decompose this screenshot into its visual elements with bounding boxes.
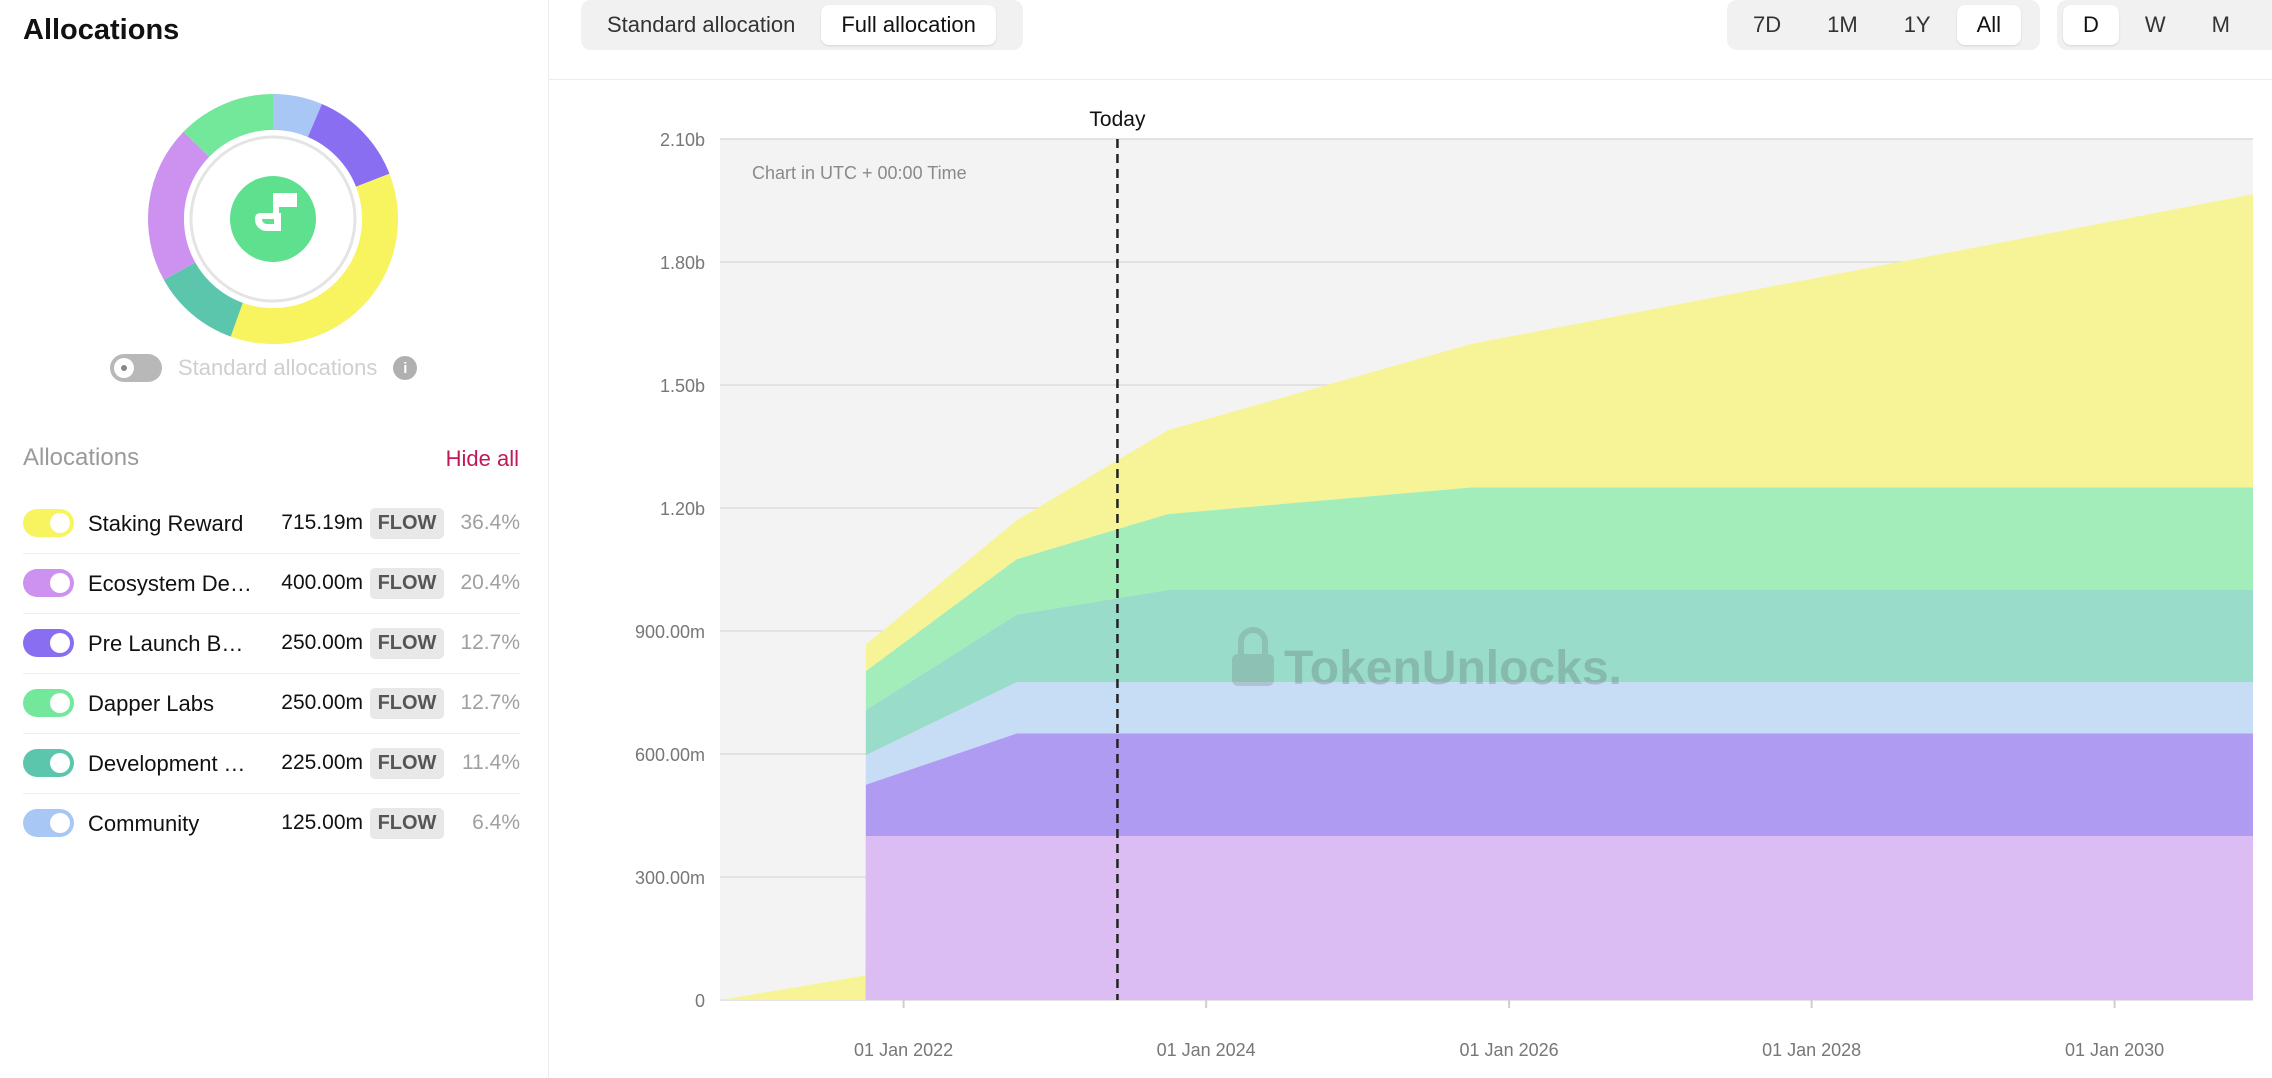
area-series-community bbox=[720, 682, 2253, 1000]
allocation-percent: 11.4% bbox=[462, 751, 520, 774]
y-tick-label: 1.50b bbox=[660, 376, 705, 396]
standard-allocations-toggle[interactable] bbox=[110, 354, 162, 382]
x-tick-label: 01 Jan 2022 bbox=[854, 1040, 953, 1060]
allocation-percent: 12.7% bbox=[460, 691, 520, 714]
hide-all-button[interactable]: Hide all bbox=[445, 446, 519, 471]
range-tab-1y[interactable]: 1Y bbox=[1903, 12, 1931, 37]
range-tab-1m[interactable]: 1M bbox=[1827, 12, 1858, 37]
allocation-toggle[interactable] bbox=[23, 689, 74, 717]
toolbar-divider bbox=[549, 79, 2272, 80]
range-tab-all[interactable]: All bbox=[1956, 5, 2022, 45]
sidebar-title: Allocations bbox=[23, 14, 180, 46]
allocation-donut-chart bbox=[148, 94, 398, 344]
allocation-toggle[interactable] bbox=[23, 569, 74, 597]
token-badge: FLOW bbox=[370, 508, 444, 539]
allocation-amount: 250.00m bbox=[281, 631, 363, 654]
allocation-toggle[interactable] bbox=[23, 509, 74, 537]
allocation-row-pre-launch-backers: Pre Launch Backers 250.00m FLOW 12.7% bbox=[23, 614, 520, 674]
allocation-row-development-team: Development Team 225.00m FLOW 11.4% bbox=[23, 734, 520, 794]
info-icon[interactable]: i bbox=[393, 356, 418, 380]
allocation-amount: 125.00m bbox=[281, 811, 363, 834]
token-badge: FLOW bbox=[370, 748, 444, 779]
allocation-name: Community bbox=[88, 811, 200, 836]
allocation-name: Ecosystem Development bbox=[88, 571, 253, 596]
x-tick-label: 01 Jan 2028 bbox=[1762, 1040, 1861, 1060]
allocations-list-header: Allocations bbox=[23, 444, 140, 471]
donut-slice-ecosystem-development bbox=[148, 131, 210, 280]
allocation-amount: 250.00m bbox=[281, 691, 363, 714]
x-tick-label: 01 Jan 2026 bbox=[1460, 1040, 1559, 1060]
allocation-percent: 12.7% bbox=[460, 631, 520, 654]
standard-allocations-toggle-row: Standard allocations i bbox=[110, 350, 418, 386]
allocation-row-dapper-labs: Dapper Labs 250.00m FLOW 12.7% bbox=[23, 674, 520, 734]
watermark-text: TokenUnlocks. bbox=[1284, 642, 1622, 695]
tab-standard-allocation[interactable]: Standard allocation bbox=[607, 12, 796, 37]
donut-slice-staking-reward bbox=[230, 173, 398, 344]
flow-logo-icon bbox=[230, 176, 316, 262]
allocation-row-ecosystem-development: Ecosystem Development 400.00m FLOW 20.4% bbox=[23, 554, 520, 614]
allocation-name: Development Team bbox=[88, 751, 253, 776]
range-tab-7d[interactable]: 7D bbox=[1753, 12, 1782, 37]
allocation-amount: 715.19m bbox=[281, 511, 363, 534]
token-badge: FLOW bbox=[370, 628, 444, 659]
granularity-tab-d[interactable]: D bbox=[2063, 5, 2119, 45]
allocation-name: Dapper Labs bbox=[88, 691, 214, 716]
donut-slice-community bbox=[273, 94, 322, 138]
donut-slice-dapper-labs bbox=[183, 94, 273, 157]
allocation-type-tabs: Standard allocation Full allocation bbox=[581, 0, 1023, 50]
y-tick-label: 2.10b bbox=[660, 130, 705, 150]
token-badge: FLOW bbox=[370, 688, 444, 719]
y-tick-label: 600.00m bbox=[635, 745, 705, 765]
allocation-row-community: Community 125.00m FLOW 6.4% bbox=[23, 794, 520, 853]
allocation-amount: 225.00m bbox=[281, 751, 363, 774]
token-badge: FLOW bbox=[370, 808, 444, 839]
donut-slice-pre-launch-backers bbox=[307, 103, 390, 187]
area-series-staking-reward bbox=[720, 194, 2253, 1000]
time-range-tabs: 7D 1M 1Y All bbox=[1727, 0, 2040, 50]
granularity-tab-w[interactable]: W bbox=[2144, 12, 2166, 37]
allocation-name: Staking Reward bbox=[88, 511, 244, 536]
granularity-tab-m[interactable]: M bbox=[2211, 12, 2230, 37]
standard-allocations-label: Standard allocations bbox=[178, 355, 378, 380]
y-tick-label: 0 bbox=[695, 991, 705, 1011]
x-tick-label: 01 Jan 2030 bbox=[2065, 1040, 2164, 1060]
token-badge: FLOW bbox=[370, 568, 444, 599]
allocation-percent: 36.4% bbox=[460, 511, 520, 534]
y-tick-label: 900.00m bbox=[635, 622, 705, 642]
area-series-development-team bbox=[720, 590, 2253, 1000]
allocation-toggle[interactable] bbox=[23, 629, 74, 657]
tab-full-allocation[interactable]: Full allocation bbox=[821, 5, 996, 45]
allocation-toggle[interactable] bbox=[23, 809, 74, 837]
timezone-note: Chart in UTC + 00:00 Time bbox=[752, 163, 967, 183]
donut-inner-ring bbox=[189, 135, 357, 303]
watermark: TokenUnlocks. bbox=[1232, 627, 1622, 695]
allocation-name: Pre Launch Backers bbox=[88, 631, 253, 656]
area-series-pre-launch-backers bbox=[720, 733, 2253, 1000]
x-tick-label: 01 Jan 2024 bbox=[1157, 1040, 1256, 1060]
y-tick-label: 1.20b bbox=[660, 499, 705, 519]
allocation-percent: 6.4% bbox=[472, 811, 520, 834]
today-marker-label: Today bbox=[1089, 108, 1146, 131]
y-tick-label: 1.80b bbox=[660, 253, 705, 273]
allocation-toggle[interactable] bbox=[23, 749, 74, 777]
allocation-amount: 400.00m bbox=[281, 571, 363, 594]
unlock-schedule-chart: 0 300.00m 600.00m 900.00m 1.20b 1.50b 1.80b 2.1… bbox=[635, 108, 2253, 1060]
y-tick-label: 300.00m bbox=[635, 868, 705, 888]
allocation-percent: 20.4% bbox=[460, 571, 520, 594]
allocations-sidebar: Allocations Standard allocations i Alloc… bbox=[0, 0, 549, 1078]
allocation-row-staking-reward: Staking Reward 715.19m FLOW 36.4% bbox=[23, 494, 520, 554]
donut-slice-development-team bbox=[163, 262, 243, 337]
allocations-list: Staking Reward 715.19m FLOW 36.4% Ecosystem … bbox=[23, 494, 520, 853]
area-series-ecosystem-development bbox=[720, 836, 2253, 1000]
